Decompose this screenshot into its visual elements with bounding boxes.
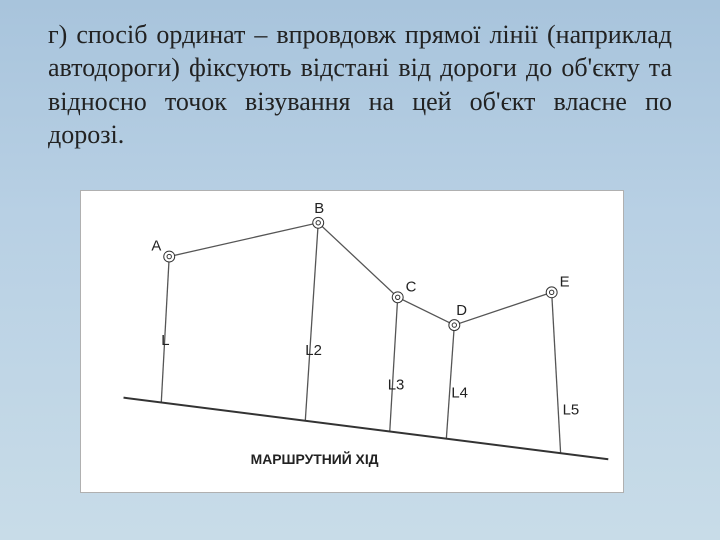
ordinate-label-L2: L2: [305, 343, 322, 359]
ordinate-line-L3: [390, 297, 398, 431]
node-inner-E: [549, 290, 553, 294]
ordinate-line-L4: [446, 325, 454, 438]
ordinate-label-L3: L3: [388, 378, 405, 394]
node-inner-D: [452, 323, 456, 327]
node-label-E: E: [560, 274, 570, 290]
node-label-C: C: [406, 279, 417, 295]
ordinate-line-L2: [305, 223, 318, 421]
node-inner-A: [167, 254, 171, 258]
node-label-D: D: [456, 303, 467, 319]
ordinate-line-L: [161, 257, 169, 403]
node-inner-B: [316, 221, 320, 225]
node-inner-C: [396, 295, 400, 299]
object-polyline: [169, 223, 551, 325]
ordinate-line-L5: [552, 292, 561, 453]
ordinate-label-L5: L5: [563, 403, 580, 419]
ordinate-label-L: L: [161, 333, 169, 349]
ordinate-method-diagram: МАРШРУТНИЙ ХІД L L2 L3 L4 L5 A B C D E: [80, 190, 624, 493]
description-paragraph: г) спосіб ординат – впровдовж прямої лін…: [48, 18, 672, 151]
diagram-svg: МАРШРУТНИЙ ХІД L L2 L3 L4 L5 A B C D E: [81, 191, 623, 492]
route-caption: МАРШРУТНИЙ ХІД: [251, 450, 379, 467]
node-label-B: B: [314, 201, 324, 217]
ordinate-label-L4: L4: [451, 386, 468, 402]
node-label-A: A: [151, 239, 161, 255]
route-line: [124, 398, 609, 460]
